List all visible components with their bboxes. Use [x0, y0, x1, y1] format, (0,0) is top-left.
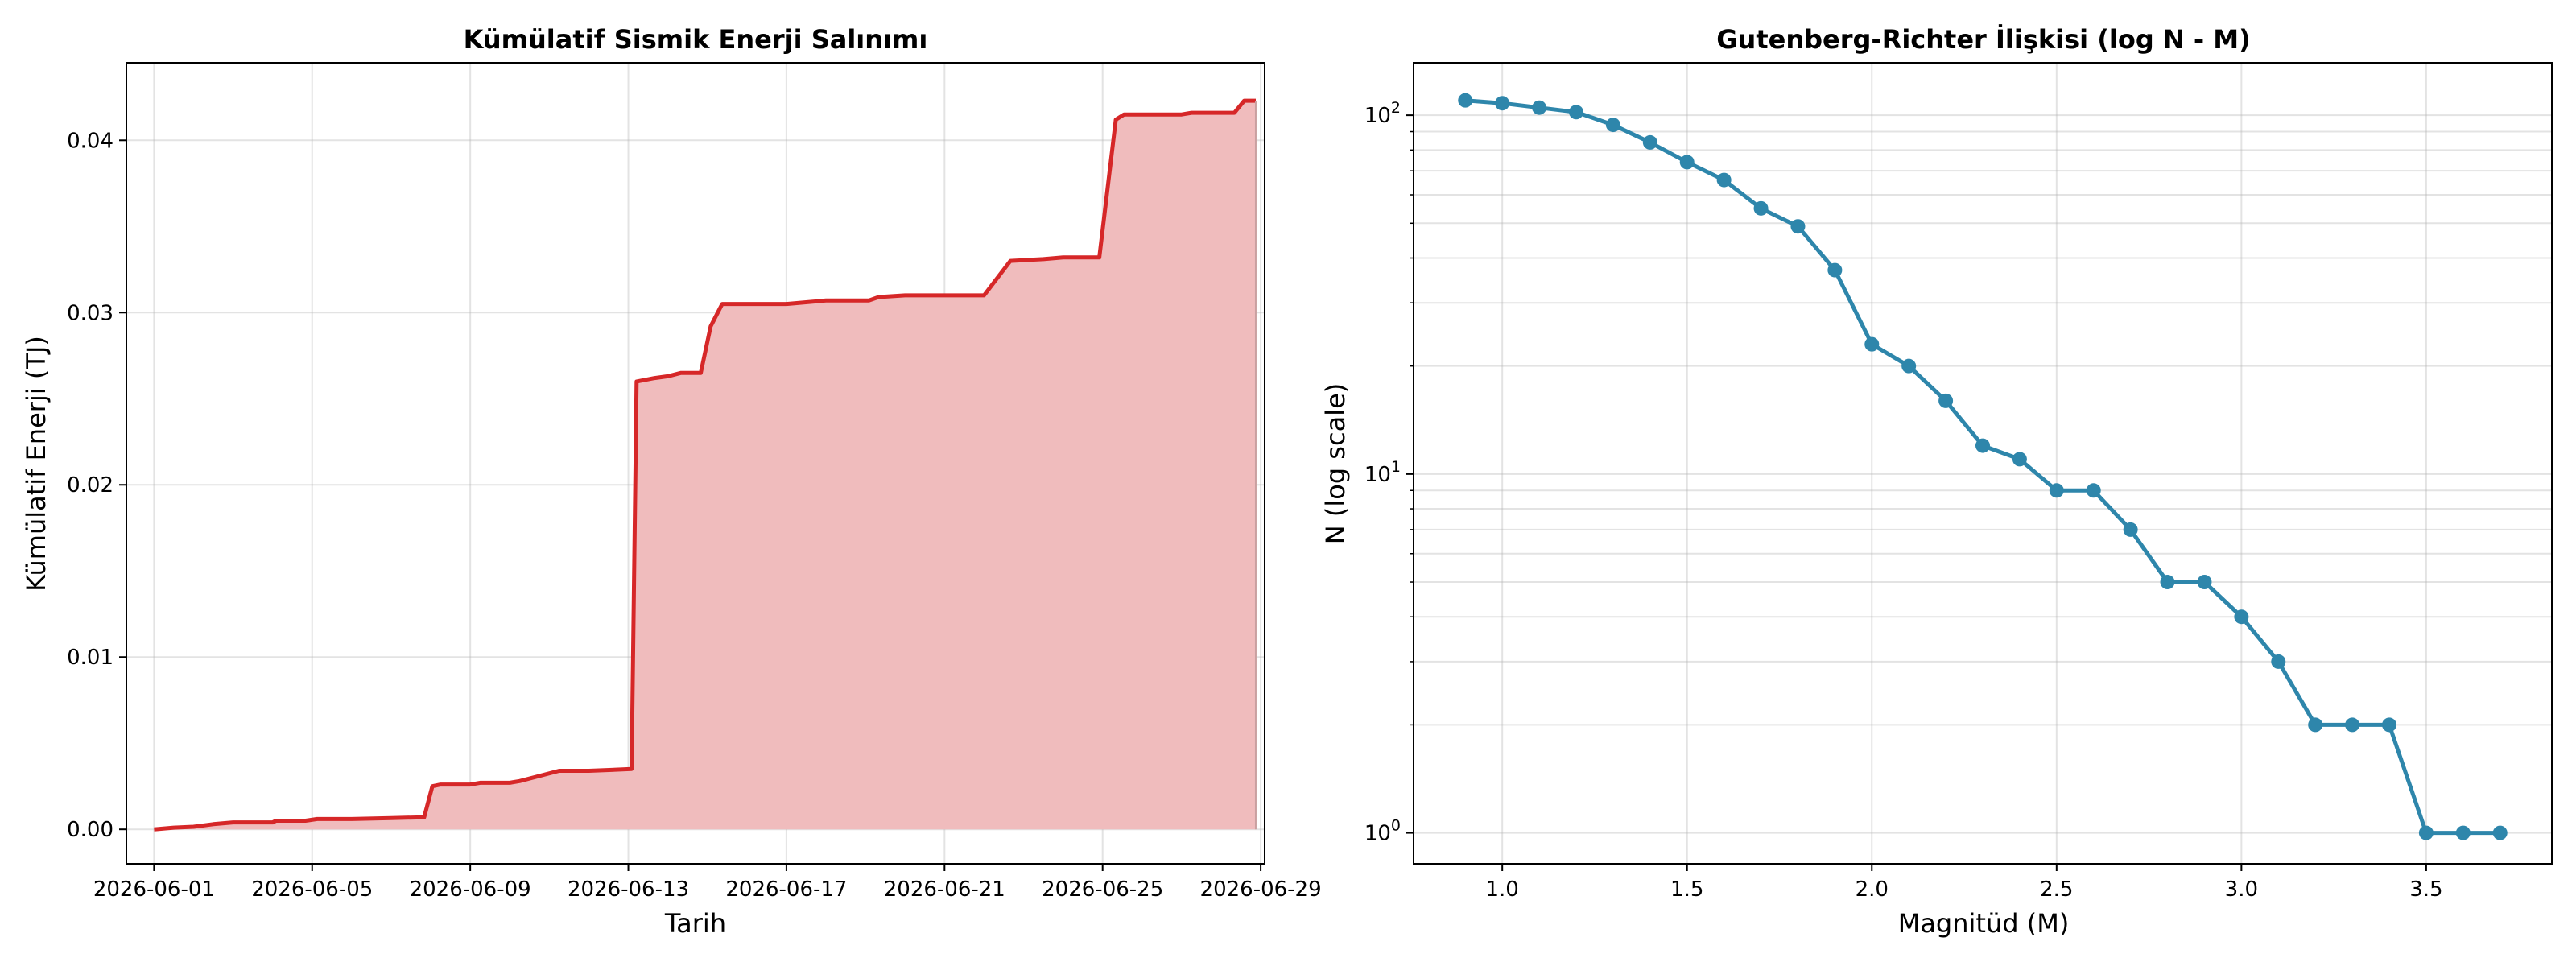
- x-tick-label: 2026-06-13: [568, 877, 689, 902]
- data-point: [2455, 825, 2471, 840]
- y-tick-label: 0.03: [67, 301, 114, 325]
- data-point: [1495, 96, 1510, 111]
- data-point: [2382, 717, 2396, 733]
- x-tick-label: 2026-06-09: [410, 877, 531, 902]
- plot-frame: [126, 62, 1265, 865]
- data-point: [1864, 336, 1880, 352]
- y-tick-label: 0.01: [67, 646, 114, 670]
- data-point: [1938, 393, 1954, 408]
- data-point: [2345, 717, 2360, 733]
- y-axis-label: Kümülatif Enerji (TJ): [21, 336, 52, 592]
- data-point: [2012, 452, 2027, 467]
- y-tick-label: 100: [1364, 817, 1401, 846]
- data-point: [2049, 483, 2064, 498]
- y-tick-label: 0.00: [67, 818, 114, 842]
- data-point: [1642, 134, 1657, 150]
- data-point: [2271, 654, 2286, 669]
- x-axis-label: Tarih: [664, 908, 726, 939]
- data-point: [1458, 93, 1473, 108]
- data-point: [1532, 100, 1547, 115]
- x-tick-label: 2.0: [1856, 877, 1889, 902]
- x-tick-label: 2026-06-17: [725, 877, 847, 902]
- gr-data-points: [1458, 93, 2508, 840]
- energy-area-fill: [154, 101, 1256, 830]
- chart-title: Kümülatif Sismik Enerji Salınımı: [464, 24, 928, 55]
- data-point: [1569, 105, 1583, 120]
- y-tick-label: 0.02: [67, 473, 114, 497]
- data-point: [1790, 219, 1806, 234]
- data-point: [1753, 200, 1769, 216]
- x-tick-label: 2026-06-25: [1042, 877, 1163, 902]
- data-point: [1901, 358, 1917, 374]
- cumulative-energy-chart: Kümülatif Sismik Enerji Salınımı 2026-06…: [21, 24, 1322, 939]
- x-axis-label: Magnitüd (M): [1898, 908, 2070, 939]
- data-point: [2086, 483, 2101, 498]
- x-axis-ticks: 1.0 1.5 2.0 2.5 3.0 3.5: [1486, 864, 2443, 902]
- y-tick-label: 0.04: [67, 129, 114, 153]
- data-point: [2492, 825, 2508, 840]
- data-point: [2308, 717, 2323, 733]
- x-tick-label: 1.5: [1670, 877, 1703, 902]
- data-point: [1975, 438, 1990, 453]
- y-tick-label: 102: [1364, 99, 1401, 128]
- plot-frame: [1413, 62, 2553, 865]
- data-point: [1827, 262, 1843, 278]
- data-point: [2160, 575, 2175, 590]
- x-tick-label: 1.0: [1486, 877, 1519, 902]
- data-point: [2123, 522, 2138, 537]
- x-tick-label: 2026-06-21: [884, 877, 1005, 902]
- data-point: [2418, 825, 2434, 840]
- x-tick-label: 2026-06-01: [93, 877, 215, 902]
- x-axis-ticks: 2026-06-01 2026-06-05 2026-06-09 2026-06-13…: [93, 864, 1322, 902]
- y-axis-label: N (log scale): [1320, 383, 1351, 544]
- x-tick-label: 3.5: [2409, 877, 2442, 902]
- x-tick-label: 2026-06-05: [251, 877, 373, 902]
- gutenberg-richter-chart: Gutenberg-Richter İlişkisi (log N - M) 1…: [1320, 24, 2553, 939]
- data-point: [1716, 172, 1732, 188]
- x-tick-label: 2.5: [2040, 877, 2073, 902]
- data-point: [1679, 155, 1695, 170]
- x-tick-label: 3.0: [2225, 877, 2258, 902]
- y-axis-ticks: 0.00 0.01 0.02 0.03 0.04: [67, 129, 126, 842]
- data-point: [1605, 118, 1620, 133]
- y-tick-label: 101: [1364, 458, 1401, 487]
- data-point: [2234, 609, 2249, 625]
- data-point: [2197, 575, 2212, 590]
- y-axis-ticks: 100 101 102: [1364, 99, 1414, 846]
- x-tick-label: 2026-06-29: [1200, 877, 1322, 902]
- energy-series-line: [154, 98, 1256, 832]
- chart-title: Gutenberg-Richter İlişkisi (log N - M): [1716, 24, 2250, 55]
